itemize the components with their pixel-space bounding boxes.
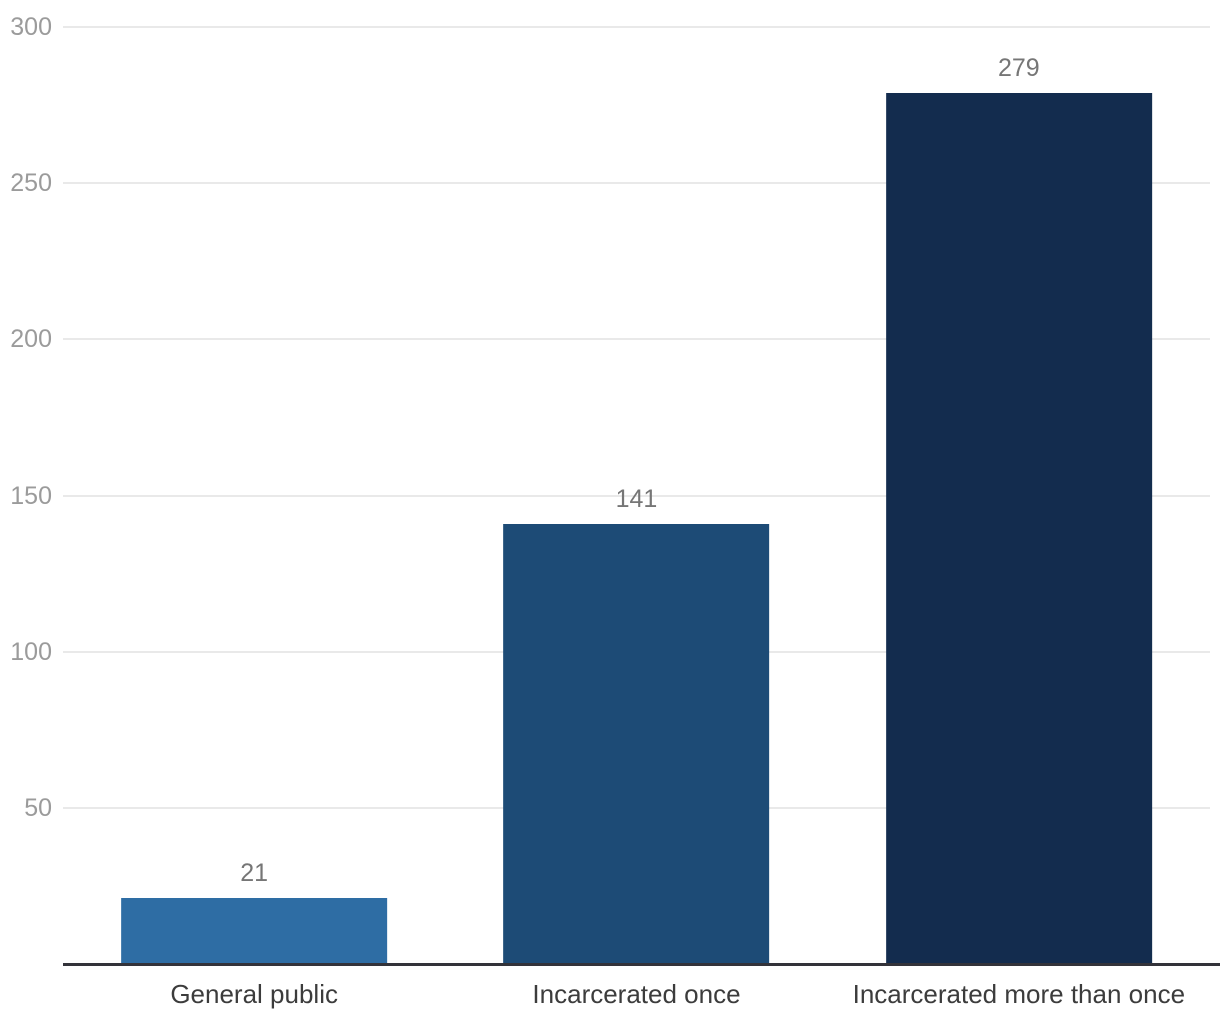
bar-slot: 21: [63, 27, 445, 964]
y-tick-label: 50: [24, 793, 52, 822]
y-tick-label: 150: [10, 481, 52, 510]
bar-value-label: 279: [997, 53, 1040, 82]
bar-slot: 279: [828, 27, 1210, 964]
gridline: [63, 338, 1210, 341]
category-label: General public: [170, 979, 338, 1009]
bar: [121, 898, 388, 964]
y-tick-label: 250: [10, 169, 52, 198]
plot-area: 21 141 279: [63, 26, 1210, 964]
bar-slot: 141: [445, 27, 827, 964]
y-axis-tick-labels: 50 100 150 200 250 300: [0, 13, 52, 964]
x-axis-line: [63, 963, 1220, 966]
bar-value-label: 21: [240, 859, 269, 888]
gridline: [63, 494, 1210, 497]
bar-value-label: 141: [615, 484, 658, 513]
category-label: Incarcerated more than once: [852, 979, 1186, 1009]
y-tick-label: 200: [10, 325, 52, 354]
category-label: Incarcerated once: [532, 979, 741, 1009]
y-tick-label: 300: [10, 13, 52, 41]
gridline: [63, 26, 1210, 28]
bar: [503, 523, 770, 964]
gridline: [63, 182, 1210, 185]
x-axis-category-labels: General public Incarcerated once Incarcera…: [63, 977, 1210, 1011]
y-tick-label: 100: [10, 637, 52, 666]
bar: [885, 92, 1152, 964]
